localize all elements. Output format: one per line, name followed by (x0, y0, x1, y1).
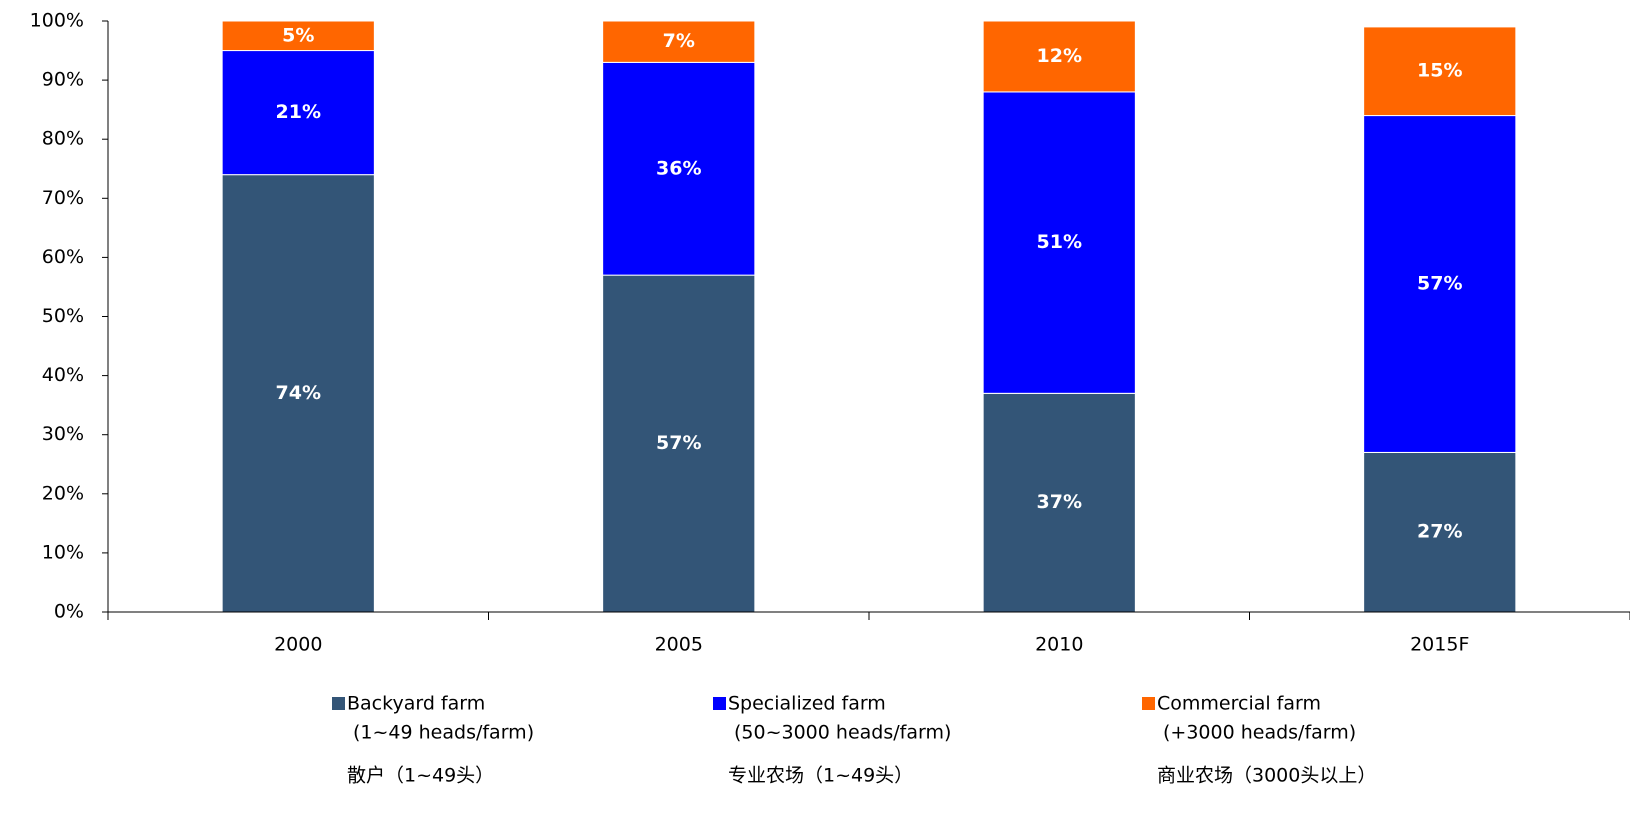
bar-segment (1363, 115, 1517, 453)
bar-segment (982, 91, 1136, 394)
y-tick-label: 40% (42, 364, 84, 386)
legend-label: Backyard farm (347, 693, 485, 715)
value-label: 21% (276, 101, 321, 123)
y-tick-label: 20% (42, 482, 84, 504)
value-label: 57% (1417, 272, 1462, 294)
legend-detail: (50~3000 heads/farm) (734, 722, 951, 744)
bar-segment (221, 20, 375, 52)
value-label: 27% (1417, 521, 1462, 543)
y-tick-label: 90% (42, 69, 84, 91)
value-label: 51% (1037, 231, 1082, 253)
legend-chinese: 专业农场（1~49头） (728, 765, 913, 787)
legend-swatch (1142, 697, 1155, 710)
x-tick-label: 2010 (1035, 634, 1083, 656)
bar-segment (602, 61, 756, 276)
value-label: 37% (1037, 491, 1082, 513)
value-label: 57% (656, 432, 701, 454)
x-tick-label: 2005 (655, 634, 703, 656)
y-tick-label: 30% (42, 423, 84, 445)
value-label: 15% (1417, 60, 1462, 82)
y-tick-label: 80% (42, 128, 84, 150)
legend-detail: (1~49 heads/farm) (353, 722, 534, 744)
bar-segment (602, 20, 756, 63)
legend-chinese: 商业农场（3000头以上） (1157, 765, 1376, 787)
y-tick-label: 60% (42, 246, 84, 268)
value-label: 36% (656, 157, 701, 179)
legend-label: Specialized farm (728, 693, 886, 715)
legend-swatch (332, 697, 345, 710)
bar-segment (1363, 451, 1517, 613)
x-tick-label: 2015F (1410, 634, 1469, 656)
legend-label: Commercial farm (1157, 693, 1321, 715)
legend-swatch (713, 697, 726, 710)
bar-segment (982, 20, 1136, 93)
bar-segment (221, 50, 375, 176)
bar-segment (982, 392, 1136, 613)
y-tick-label: 70% (42, 187, 84, 209)
y-tick-label: 10% (42, 541, 84, 563)
bar-segment (1363, 26, 1517, 117)
value-label: 7% (663, 30, 695, 52)
y-tick-label: 50% (42, 305, 84, 327)
bar-segment (221, 174, 375, 613)
y-tick-label: 100% (30, 10, 84, 32)
y-tick-label: 0% (54, 601, 84, 623)
legend-chinese: 散户（1~49头） (347, 765, 494, 787)
value-label: 74% (276, 382, 321, 404)
x-tick-label: 2000 (274, 634, 322, 656)
value-label: 12% (1037, 45, 1082, 67)
value-label: 5% (282, 24, 314, 46)
legend-detail: (+3000 heads/farm) (1163, 722, 1356, 744)
